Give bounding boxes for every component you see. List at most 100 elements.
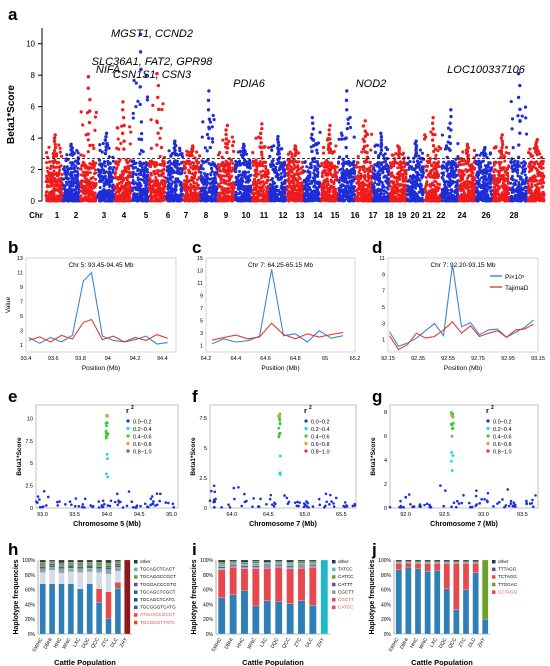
snp-point: [53, 158, 57, 163]
snp-point: [177, 180, 181, 184]
snp-point: [337, 179, 341, 183]
snp-point: [154, 176, 158, 180]
snp-point: [58, 146, 62, 150]
snp-point: [98, 186, 102, 190]
snp-point: [245, 185, 249, 189]
snp-point: [66, 195, 70, 199]
snp-point: [79, 197, 83, 201]
snp-point: [376, 143, 380, 147]
snp-point: [111, 168, 115, 172]
snp-point: [93, 128, 97, 132]
snp-point: [416, 195, 420, 199]
snp-point: [87, 166, 91, 170]
snp-point: [415, 175, 419, 179]
snp-point: [382, 192, 386, 196]
snp-point: [413, 180, 417, 184]
snp-point: [77, 185, 81, 189]
snp-point: [400, 172, 404, 176]
snp-peak-point: [328, 137, 332, 141]
snp-point: [149, 171, 153, 175]
snp-peak-point: [206, 108, 211, 112]
snp-point: [251, 191, 255, 195]
snp-peak-point: [138, 85, 142, 89]
snp-point: [410, 166, 414, 170]
snp-point: [79, 110, 83, 114]
snp-point: [72, 167, 76, 171]
snp-point: [94, 177, 98, 181]
snp-point: [104, 182, 108, 186]
snp-point: [124, 158, 128, 162]
snp-point: [161, 102, 165, 106]
snp-peak-point: [53, 133, 57, 137]
snp-point: [342, 191, 346, 195]
snp-point: [193, 174, 197, 178]
snp-point: [306, 184, 310, 188]
snp-point: [270, 191, 274, 195]
snp-point: [418, 148, 423, 152]
snp-peak-point: [258, 131, 263, 136]
snp-point: [212, 163, 216, 167]
snp-point: [208, 120, 213, 124]
snp-point: [158, 194, 162, 198]
snp-point: [244, 191, 248, 195]
snp-point: [390, 199, 394, 203]
snp-point: [143, 198, 147, 202]
snp-point: [254, 185, 258, 189]
snp-point: [425, 180, 429, 184]
snp-point: [248, 198, 252, 202]
snp-point: [119, 141, 123, 145]
snp-point: [109, 189, 113, 193]
snp-point: [205, 176, 209, 180]
snp-point: [320, 197, 324, 201]
snp-point: [211, 161, 215, 165]
snp-peak-point: [173, 153, 178, 157]
snp-point: [116, 163, 120, 167]
snp-point: [153, 172, 157, 176]
snp-point: [126, 164, 130, 168]
snp-point: [186, 180, 190, 184]
snp-point: [56, 165, 60, 169]
snp-point: [386, 197, 390, 201]
snp-point: [316, 141, 321, 145]
snp-point: [386, 187, 390, 191]
snp-point: [192, 181, 196, 185]
snp-point: [166, 161, 170, 165]
snp-point: [210, 167, 214, 171]
y-tick-label: 2: [31, 166, 36, 175]
snp-point: [99, 164, 103, 168]
snp-point: [161, 171, 165, 175]
snp-point: [352, 171, 356, 175]
snp-peak-point: [70, 153, 75, 157]
panel-letter-b: b: [8, 238, 18, 257]
snp-point: [408, 159, 412, 164]
snp-point: [294, 172, 298, 176]
snp-point: [109, 198, 113, 202]
snp-point: [299, 182, 303, 186]
snp-point: [350, 167, 354, 171]
snp-point: [128, 181, 132, 185]
snp-point: [134, 161, 138, 165]
snp-point: [158, 169, 162, 173]
snp-point: [48, 180, 52, 184]
snp-point: [418, 187, 422, 191]
snp-point: [316, 174, 320, 178]
snp-point: [52, 169, 56, 173]
snp-point: [356, 154, 360, 159]
snp-point: [258, 164, 262, 168]
snp-point: [55, 188, 59, 192]
snp-point: [348, 160, 352, 164]
snp-point: [139, 177, 143, 181]
snp-point: [124, 194, 128, 198]
snp-peak-point: [259, 141, 263, 145]
snp-point: [167, 149, 171, 153]
snp-point: [401, 168, 405, 172]
snp-point: [281, 166, 285, 170]
snp-point: [367, 175, 371, 179]
snp-point: [377, 183, 381, 187]
snp-point: [368, 160, 372, 164]
snp-point: [145, 95, 150, 99]
snp-point: [60, 173, 64, 177]
snp-point: [292, 193, 296, 197]
snp-point: [57, 173, 61, 177]
snp-point: [373, 163, 377, 167]
